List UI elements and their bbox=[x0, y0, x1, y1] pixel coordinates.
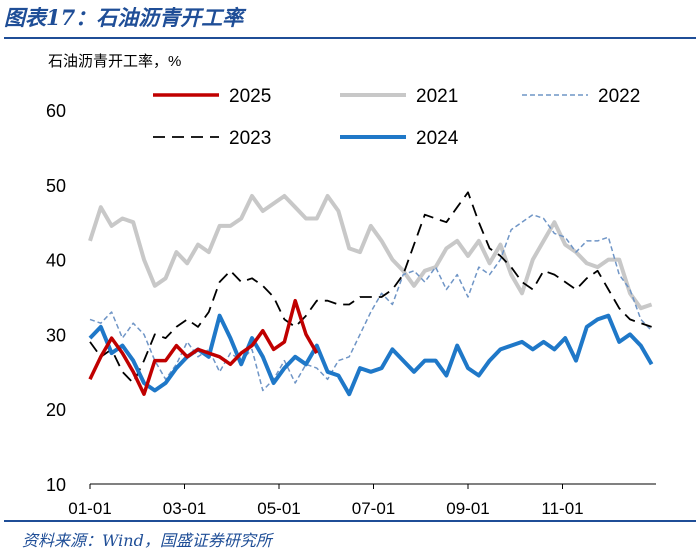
y-axis-label: 石油沥青开工率，% bbox=[48, 53, 181, 70]
source-rule bbox=[4, 520, 696, 522]
source-note: 资料来源：Wind，国盛证券研究所 bbox=[22, 531, 272, 550]
series-line-2024 bbox=[88, 313, 654, 397]
legend: 2025 2021 2022 2023 2024 bbox=[153, 86, 640, 149]
legend-label-2021: 2021 bbox=[416, 86, 458, 107]
series-line-2022 bbox=[89, 213, 653, 392]
title-rule bbox=[4, 37, 696, 39]
series-line-2023 bbox=[89, 191, 652, 384]
legend-label-2024: 2024 bbox=[416, 128, 459, 149]
series-lines bbox=[88, 191, 654, 397]
x-tick-label: 01-01 bbox=[68, 499, 111, 518]
x-tick-label: 03-01 bbox=[163, 499, 206, 518]
x-tick-label: 07-01 bbox=[352, 499, 395, 518]
legend-label-2023: 2023 bbox=[229, 128, 271, 149]
y-tick-label: 40 bbox=[46, 251, 66, 271]
series-line-2021 bbox=[88, 194, 653, 311]
y-axis-ticks: 10 20 30 40 50 60 bbox=[46, 101, 66, 495]
y-tick-label: 20 bbox=[46, 400, 66, 420]
legend-label-2022: 2022 bbox=[598, 86, 640, 107]
y-tick-label: 30 bbox=[46, 325, 66, 345]
x-tick-label: 09-01 bbox=[446, 499, 489, 518]
x-tick-label: 11-01 bbox=[541, 499, 583, 518]
legend-label-2025: 2025 bbox=[229, 86, 271, 107]
y-tick-label: 10 bbox=[46, 475, 66, 495]
y-tick-label: 60 bbox=[46, 101, 66, 121]
series-line-2025 bbox=[88, 298, 319, 396]
y-tick-label: 50 bbox=[46, 176, 66, 196]
x-tick-label: 05-01 bbox=[257, 499, 300, 518]
figure-title: 图表17：石油沥青开工率 bbox=[4, 5, 244, 30]
x-axis-ticks: 01-01 03-01 05-01 07-01 09-01 11-01 bbox=[68, 484, 584, 518]
